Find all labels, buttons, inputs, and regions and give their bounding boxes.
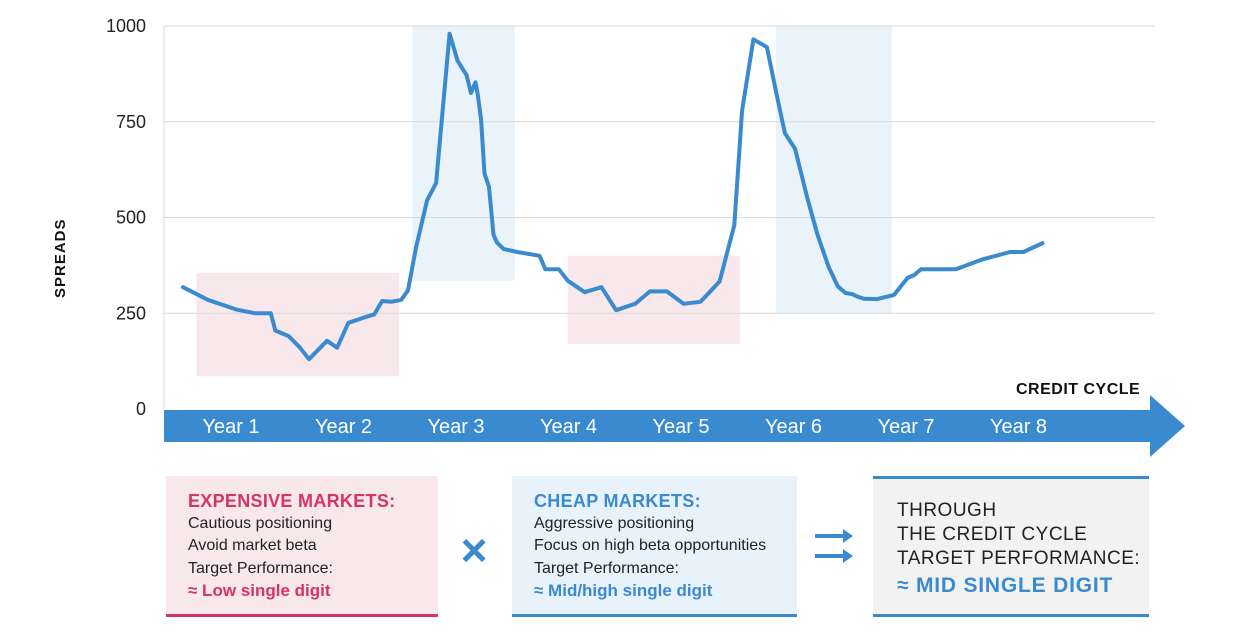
times-icon: × <box>460 524 488 576</box>
y-tick-label: 1000 <box>106 16 146 36</box>
y-tick-label: 500 <box>116 208 146 228</box>
cycle-target-value: ≈ MID SINGLE DIGIT <box>897 574 1114 597</box>
cheap-line-1: Aggressive positioning <box>534 514 695 532</box>
x-tick-label: Year 7 <box>877 416 934 438</box>
y-tick-label: 750 <box>116 112 146 132</box>
expensive-line-1: Cautious positioning <box>188 514 333 532</box>
expensive-markets-box: EXPENSIVE MARKETS: Cautious positioning … <box>166 476 438 617</box>
cycle-line-2: THE CREDIT CYCLE <box>897 524 1088 545</box>
x-tick-label: Year 2 <box>315 416 372 438</box>
x-tick-label: Year 5 <box>652 416 709 438</box>
x-tick-label: Year 8 <box>990 416 1047 438</box>
expensive-line-2: Avoid market beta <box>188 537 317 554</box>
y-axis-label-wrap: SPREADS <box>52 218 132 315</box>
cheap-target-value: ≈ Mid/high single digit <box>534 581 713 600</box>
x-axis-label: CREDIT CYCLE <box>1016 381 1141 398</box>
shaded-region-blue <box>775 26 892 314</box>
cheap-markets-title: CHEAP MARKETS: <box>534 491 701 511</box>
shaded-region-pink <box>196 273 399 377</box>
credit-cycle-box: THROUGH THE CREDIT CYCLE TARGET PERFORMA… <box>873 476 1149 617</box>
x-tick-label: Year 4 <box>540 416 597 438</box>
cycle-line-3: TARGET PERFORMANCE: <box>897 548 1141 569</box>
expensive-markets-title: EXPENSIVE MARKETS: <box>188 491 396 511</box>
shaded-region-pink <box>567 255 740 344</box>
double-arrow-icon <box>815 529 853 563</box>
cheap-markets-box: CHEAP MARKETS: Aggressive positioning Fo… <box>512 476 797 617</box>
x-tick-label: Year 1 <box>202 416 259 438</box>
credit-cycle-arrow <box>164 395 1185 457</box>
y-axis-label: SPREADS <box>52 218 69 298</box>
x-tick-label: Year 6 <box>765 416 822 438</box>
expensive-target-value: ≈ Low single digit <box>188 581 331 600</box>
cheap-line-2: Focus on high beta opportunities <box>534 537 767 554</box>
spreads-series-line <box>181 31 1045 362</box>
expensive-line-3: Target Performance: <box>188 559 333 577</box>
y-tick-label: 0 <box>136 399 146 419</box>
x-tick-label: Year 3 <box>427 416 484 438</box>
cheap-line-3: Target Performance: <box>534 559 679 577</box>
cycle-line-1: THROUGH <box>897 500 997 521</box>
y-tick-label: 250 <box>116 303 146 323</box>
